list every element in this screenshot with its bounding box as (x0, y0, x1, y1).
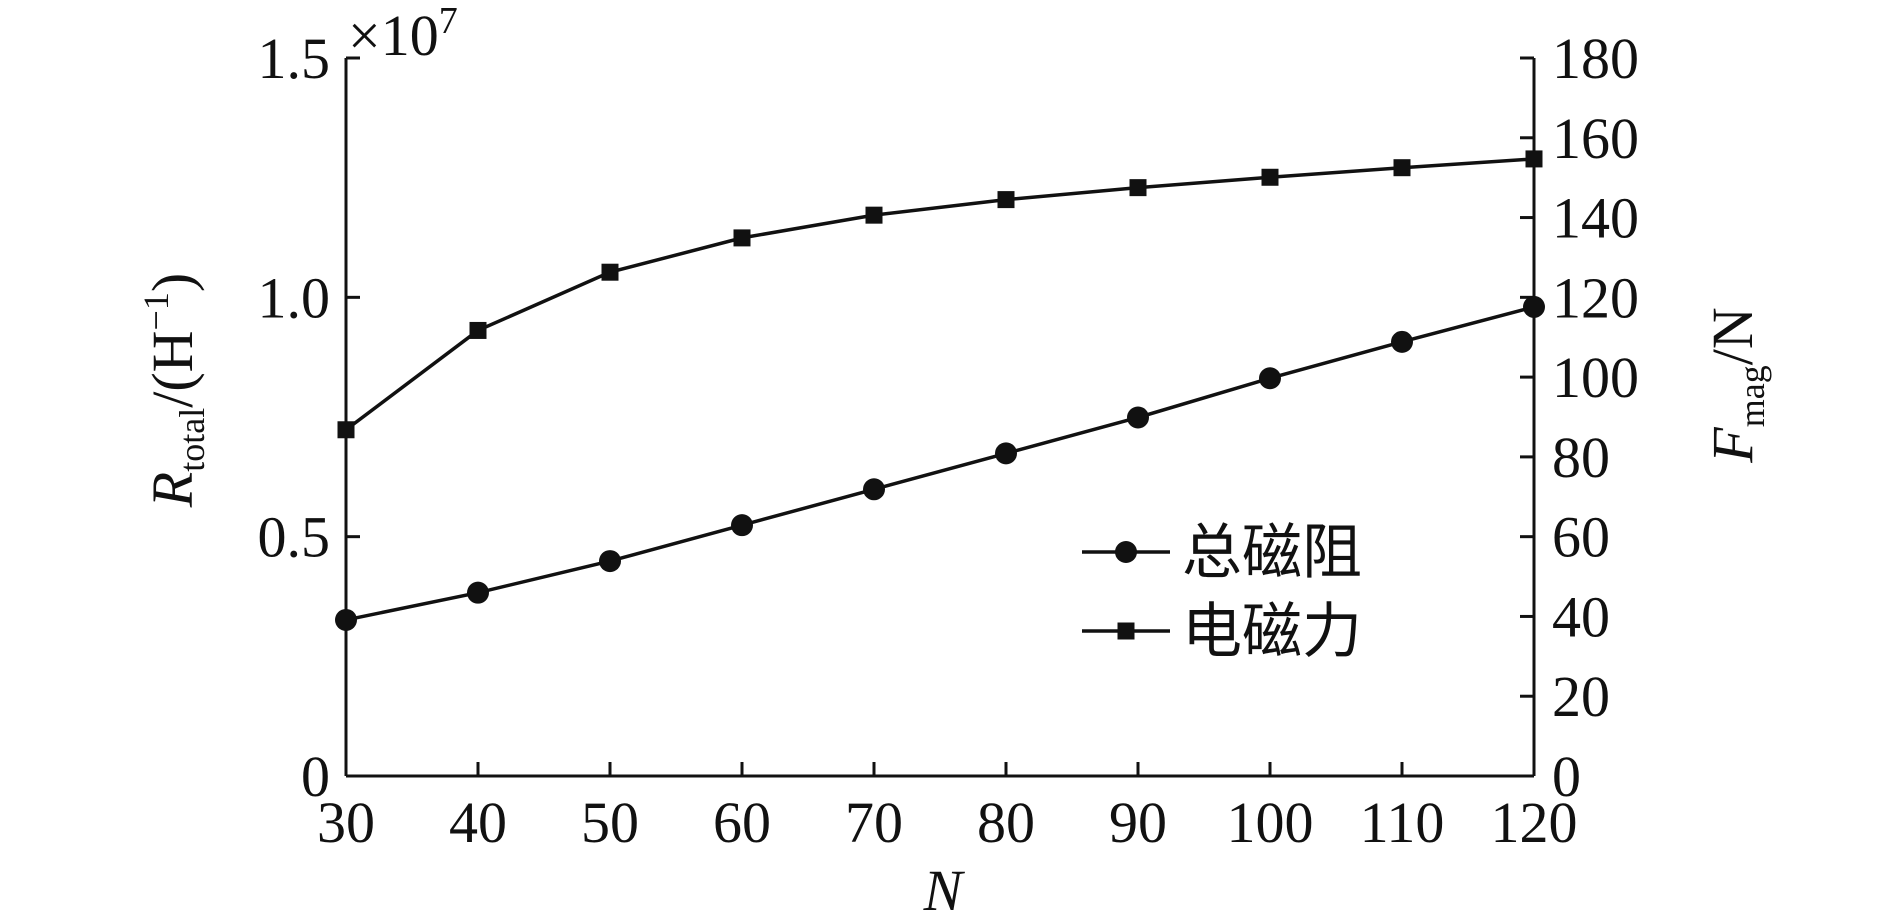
right-axis-title-unit: /N (1700, 307, 1765, 365)
left-y-tick-label: 0.5 (258, 505, 331, 570)
left-y-tick-label: 0 (301, 744, 330, 809)
series-line-reluctance (345, 305, 1535, 622)
series-point-force (1525, 150, 1543, 168)
series-point-reluctance (863, 478, 885, 501)
series-point-reluctance (731, 514, 753, 537)
left-axis-title-close: ) (140, 273, 205, 292)
axes (344, 58, 1536, 778)
right-y-tick-label: 100 (1552, 345, 1639, 410)
x-tick-label: 90 (1109, 790, 1167, 855)
x-tick-label: 50 (581, 790, 639, 855)
left-axis-multiplier: ×107 (348, 0, 458, 68)
right-axis-title-main: F (1700, 427, 1765, 464)
legend-marker-reluctance (1115, 541, 1137, 563)
series-point-force (337, 421, 355, 439)
left-axis-title-main: R (140, 472, 205, 508)
x-tick-label: 30 (317, 790, 375, 855)
left-y-tick-label: 1.0 (258, 265, 331, 330)
series-point-reluctance (599, 550, 621, 573)
x-tick-label: 40 (449, 790, 507, 855)
series-point-reluctance (467, 581, 489, 604)
ticks: 30 40 50 60 70 80 90 100 110 12000.51.01.50204060… (258, 26, 1640, 855)
left-axis-title-sub: total (172, 408, 212, 472)
legend-label-force: 电磁力 (1182, 597, 1362, 667)
right-y-tick-label: 60 (1552, 505, 1610, 570)
series-point-force (1261, 168, 1279, 186)
x-tick-label: 110 (1360, 790, 1445, 855)
left-axis-title-unit: /(H (140, 330, 205, 407)
series-line-force (344, 157, 1535, 432)
series-point-force (1393, 159, 1411, 177)
right-y-tick-label: 0 (1552, 744, 1581, 809)
series-point-force (997, 191, 1015, 209)
series (335, 150, 1545, 631)
right-axis-title-sub: mag (1732, 365, 1772, 427)
series-point-force (1129, 179, 1147, 197)
series-point-force (601, 263, 619, 281)
x-tick-label: 60 (713, 790, 771, 855)
x-tick-label: 70 (845, 790, 903, 855)
series-point-reluctance (1391, 330, 1413, 353)
left-axis-title-sup: −1 (136, 292, 176, 330)
right-y-tick-label: 140 (1552, 186, 1639, 251)
series-point-force (469, 321, 487, 339)
series-point-reluctance (1523, 295, 1545, 318)
x-axis-title: N (923, 858, 966, 920)
series-point-force (865, 206, 883, 224)
right-y-tick-label: 180 (1552, 26, 1639, 91)
multiplier-prefix: ×10 (348, 3, 439, 68)
series-point-reluctance (995, 442, 1017, 465)
legend-label-reluctance: 总磁阻 (1182, 518, 1362, 588)
right-y-tick-label: 40 (1552, 584, 1610, 649)
x-tick-label: 100 (1227, 790, 1314, 855)
series-point-reluctance (335, 608, 357, 631)
right-axis-title: Fmag/N (1700, 307, 1772, 463)
legend-marker-force (1117, 622, 1135, 640)
right-y-tick-label: 20 (1552, 664, 1610, 729)
series-point-reluctance (1127, 406, 1149, 429)
right-y-tick-label: 80 (1552, 425, 1610, 490)
series-point-force (733, 229, 751, 247)
series-point-reluctance (1259, 367, 1281, 390)
left-axis-title: Rtotal/(H−1) (136, 273, 212, 508)
x-tick-label: 120 (1491, 790, 1578, 855)
right-y-tick-label: 160 (1552, 106, 1639, 171)
multiplier-exponent: 7 (439, 0, 458, 42)
x-tick-label: 80 (977, 790, 1035, 855)
left-y-tick-label: 1.5 (258, 26, 331, 91)
right-y-tick-label: 120 (1552, 265, 1639, 330)
